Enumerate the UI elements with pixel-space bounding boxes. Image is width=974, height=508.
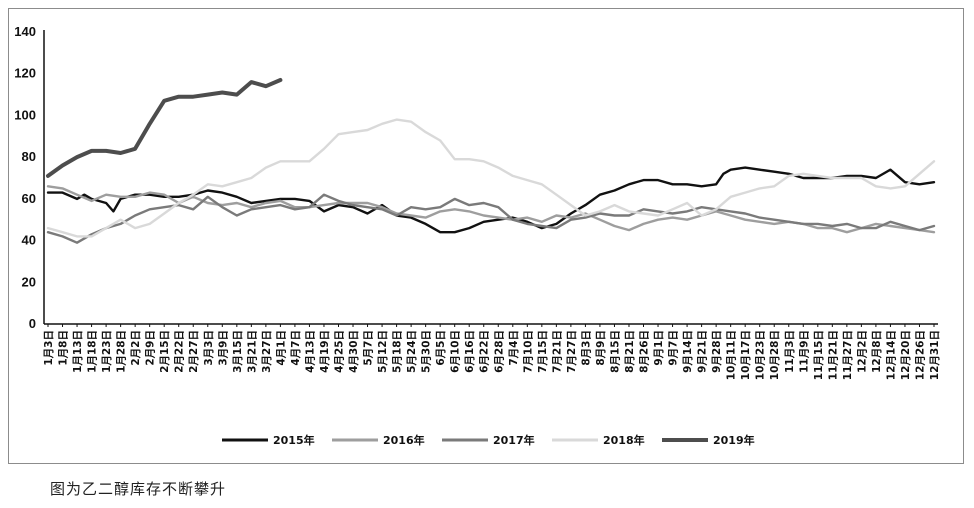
y-tick-label: 20 bbox=[22, 274, 36, 289]
x-axis-ticks: 1月3日 1月8日 1月13日 1月18日 1月23日 1月28日 2月2日 2月9日 2月15… bbox=[43, 324, 941, 380]
x-tick-label: 4月13日 bbox=[304, 330, 316, 373]
series-line-4 bbox=[46, 118, 936, 238]
y-tick-label: 40 bbox=[22, 233, 36, 248]
x-tick-label: 3月27日 bbox=[261, 330, 273, 373]
x-tick-label: 4月19日 bbox=[319, 330, 331, 373]
x-tick-label: 6月22日 bbox=[479, 330, 491, 373]
x-tick-label: 1月13日 bbox=[72, 330, 84, 373]
chart-series-lines bbox=[46, 78, 936, 244]
x-tick-label: 8月15日 bbox=[609, 330, 621, 373]
x-tick-label: 8月21日 bbox=[624, 330, 636, 373]
x-tick-label: 12月26日 bbox=[914, 330, 926, 380]
x-tick-label: 6月10日 bbox=[450, 330, 462, 373]
x-tick-label: 7月21日 bbox=[551, 330, 563, 373]
x-tick-label: 2月9日 bbox=[145, 330, 157, 366]
x-tick-label: 6月5日 bbox=[435, 330, 447, 366]
legend-label-4: 2018年 bbox=[603, 433, 645, 447]
x-tick-label: 12月20日 bbox=[900, 330, 912, 380]
x-tick-label: 5月12日 bbox=[377, 330, 389, 373]
x-tick-label: 3月21日 bbox=[246, 330, 258, 373]
x-tick-label: 6月28日 bbox=[493, 330, 505, 373]
x-tick-label: 11月27日 bbox=[842, 330, 854, 380]
x-tick-label: 6月16日 bbox=[464, 330, 476, 373]
x-tick-label: 12月8日 bbox=[871, 330, 883, 373]
x-tick-label: 2月15日 bbox=[159, 330, 171, 373]
chart-legend: 2015年 2016年 2017年 2018年 2019年 bbox=[222, 433, 755, 447]
x-tick-label: 7月15日 bbox=[537, 330, 549, 373]
x-tick-label: 9月1日 bbox=[653, 330, 665, 366]
x-tick-label: 10月28日 bbox=[769, 330, 781, 380]
x-tick-label: 5月18日 bbox=[392, 330, 404, 373]
x-tick-label: 3月9日 bbox=[217, 330, 229, 366]
x-tick-label: 9月21日 bbox=[697, 330, 709, 373]
x-tick-label: 5月7日 bbox=[363, 330, 375, 366]
y-tick-label: 140 bbox=[14, 24, 36, 39]
x-tick-label: 1月8日 bbox=[58, 330, 70, 366]
x-tick-label: 1月28日 bbox=[116, 330, 128, 373]
x-tick-label: 4月7日 bbox=[290, 330, 302, 366]
x-tick-label: 5月30日 bbox=[421, 330, 433, 373]
x-tick-label: 11月3日 bbox=[784, 330, 796, 373]
x-tick-label: 5月24日 bbox=[406, 330, 418, 373]
y-tick-label: 60 bbox=[22, 191, 36, 206]
series-line-3 bbox=[46, 193, 936, 244]
x-tick-label: 9月14日 bbox=[682, 330, 694, 373]
x-tick-label: 2月27日 bbox=[188, 330, 200, 373]
x-tick-label: 12月2日 bbox=[856, 330, 868, 373]
x-tick-label: 4月1日 bbox=[275, 330, 287, 366]
x-tick-label: 7月4日 bbox=[508, 330, 520, 366]
series-line-5 bbox=[46, 78, 283, 178]
chart-frame bbox=[8, 8, 964, 464]
x-tick-label: 3月15日 bbox=[232, 330, 244, 373]
x-tick-label: 10月11日 bbox=[726, 330, 738, 380]
series-line-2 bbox=[46, 185, 936, 234]
x-tick-label: 9月28日 bbox=[711, 330, 723, 373]
series-line-1 bbox=[46, 166, 936, 234]
x-tick-label: 4月30日 bbox=[348, 330, 360, 373]
y-axis-ticks: 0 20 40 60 80 100 120 140 bbox=[14, 24, 36, 331]
x-tick-label: 7月27日 bbox=[566, 330, 578, 373]
x-tick-label: 10月17日 bbox=[740, 330, 752, 380]
x-tick-label: 1月18日 bbox=[87, 330, 99, 373]
legend-label-3: 2017年 bbox=[493, 433, 535, 447]
x-tick-label: 11月15日 bbox=[813, 330, 825, 380]
legend-label-1: 2015年 bbox=[273, 433, 315, 447]
y-tick-label: 80 bbox=[22, 149, 36, 164]
x-tick-label: 7月10日 bbox=[522, 330, 534, 373]
figure-caption: 图为乙二醇库存不断攀升 bbox=[50, 480, 227, 498]
x-tick-label: 12月31日 bbox=[929, 330, 941, 380]
x-tick-label: 1月23日 bbox=[101, 330, 113, 373]
legend-label-2: 2016年 bbox=[383, 433, 425, 447]
x-tick-label: 1月3日 bbox=[43, 330, 55, 366]
x-tick-label: 8月3日 bbox=[580, 330, 592, 366]
x-tick-label: 8月26日 bbox=[639, 330, 651, 373]
x-tick-label: 9月7日 bbox=[668, 330, 680, 366]
x-tick-label: 8月9日 bbox=[595, 330, 607, 366]
y-tick-label: 0 bbox=[29, 316, 36, 331]
x-tick-label: 2月2日 bbox=[130, 330, 142, 366]
x-tick-label: 2月22日 bbox=[174, 330, 186, 373]
x-tick-label: 3月3日 bbox=[203, 330, 215, 366]
y-tick-label: 120 bbox=[14, 66, 36, 81]
x-tick-label: 11月9日 bbox=[798, 330, 810, 373]
legend-label-5: 2019年 bbox=[713, 433, 755, 447]
x-tick-label: 10月23日 bbox=[755, 330, 767, 380]
x-tick-label: 12月14日 bbox=[885, 330, 897, 380]
x-tick-label: 11月21日 bbox=[827, 330, 839, 380]
y-tick-label: 100 bbox=[14, 107, 36, 122]
x-tick-label: 4月25日 bbox=[333, 330, 345, 373]
